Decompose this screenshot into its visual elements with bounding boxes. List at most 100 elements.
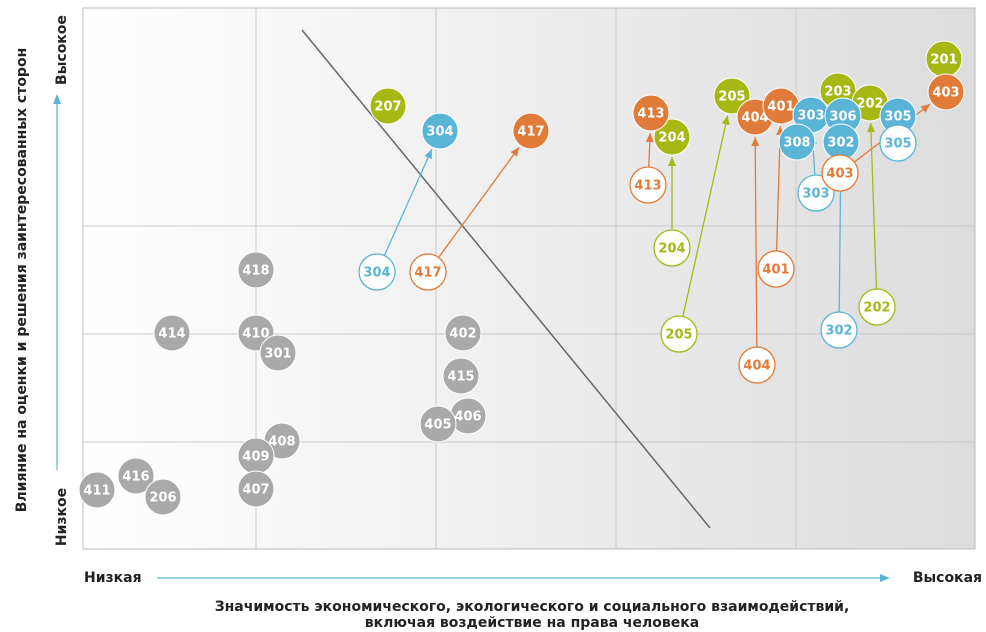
node-circle bbox=[660, 315, 698, 353]
node-label: 411 bbox=[83, 484, 110, 499]
node-circle bbox=[144, 478, 182, 516]
arrow-line bbox=[383, 148, 433, 256]
node-label: 203 bbox=[824, 85, 851, 100]
node-circle bbox=[419, 405, 457, 443]
node: 413 bbox=[629, 166, 667, 204]
node-label: 409 bbox=[242, 450, 269, 465]
node-label: 201 bbox=[930, 53, 957, 68]
node: 416 bbox=[117, 457, 155, 495]
arrow-head bbox=[721, 115, 730, 126]
node: 403 bbox=[821, 154, 859, 192]
node: 306 bbox=[824, 97, 862, 135]
y-low-label: Низкое bbox=[54, 488, 70, 546]
x-axis-title: Значимость экономического, экологическог… bbox=[215, 599, 850, 615]
node-label: 401 bbox=[762, 263, 789, 278]
arrow-head bbox=[751, 136, 760, 147]
node: 206 bbox=[144, 478, 182, 516]
node-circle bbox=[237, 251, 275, 289]
node: 406 bbox=[449, 397, 487, 435]
node-label: 418 bbox=[242, 264, 269, 279]
node-circle bbox=[78, 471, 116, 509]
node-label: 205 bbox=[718, 90, 745, 105]
node-circle bbox=[421, 112, 459, 150]
x-axis-title: включая воздействие на права человека bbox=[365, 615, 699, 631]
node-label: 405 bbox=[424, 418, 451, 433]
node-circle bbox=[259, 334, 297, 372]
node-label: 305 bbox=[884, 110, 911, 125]
node-label: 303 bbox=[802, 187, 829, 202]
node-label: 303 bbox=[797, 109, 824, 124]
node-circle bbox=[409, 253, 447, 291]
node-circle bbox=[927, 73, 965, 111]
node: 418 bbox=[237, 251, 275, 289]
node-circle bbox=[358, 253, 396, 291]
node-circle bbox=[117, 457, 155, 495]
arrow-line bbox=[682, 115, 729, 317]
node-circle bbox=[653, 229, 691, 267]
node-circle bbox=[629, 166, 667, 204]
node: 405 bbox=[419, 405, 457, 443]
node: 201 bbox=[925, 40, 963, 78]
node-label: 206 bbox=[149, 491, 176, 506]
node-circle bbox=[757, 250, 795, 288]
node-label: 403 bbox=[826, 167, 853, 182]
node-label: 404 bbox=[741, 111, 768, 126]
node-label: 415 bbox=[447, 370, 474, 385]
node: 308 bbox=[778, 123, 816, 161]
node-label: 413 bbox=[637, 107, 664, 122]
node-circle bbox=[153, 314, 191, 352]
node: 402 bbox=[444, 314, 482, 352]
node-circle bbox=[442, 357, 480, 395]
node-label: 410 bbox=[242, 327, 269, 342]
node-label: 407 bbox=[242, 483, 269, 498]
arrow-head bbox=[866, 122, 875, 133]
arrow-head bbox=[920, 104, 931, 113]
node-label: 402 bbox=[449, 327, 476, 342]
node: 414 bbox=[153, 314, 191, 352]
node-label: 204 bbox=[658, 242, 685, 257]
node: 302 bbox=[820, 311, 858, 349]
node-circle bbox=[444, 314, 482, 352]
node: 411 bbox=[78, 471, 116, 509]
node-label: 404 bbox=[743, 359, 770, 374]
node: 202 bbox=[858, 288, 896, 326]
y-axis-title: Влияние на оценки и решения заинтересова… bbox=[14, 48, 30, 513]
arrow-line bbox=[870, 122, 878, 290]
arrow-line bbox=[438, 146, 520, 258]
node-circle bbox=[738, 346, 776, 384]
arrow-head bbox=[668, 157, 676, 166]
node: 304 bbox=[358, 253, 396, 291]
node-circle bbox=[653, 118, 691, 156]
node-label: 205 bbox=[665, 328, 692, 343]
node: 304 bbox=[421, 112, 459, 150]
node-label: 302 bbox=[827, 136, 854, 151]
node-circle bbox=[879, 124, 917, 162]
x-high-label: Высокая bbox=[913, 570, 982, 586]
node-label: 304 bbox=[426, 125, 453, 140]
node-circle bbox=[632, 94, 670, 132]
node-label: 414 bbox=[158, 327, 185, 342]
node-label: 202 bbox=[863, 301, 890, 316]
node-label: 301 bbox=[264, 347, 291, 362]
node-label: 406 bbox=[454, 410, 481, 425]
x-low-label: Низкая bbox=[84, 570, 142, 586]
node: 413 bbox=[632, 94, 670, 132]
node: 409 bbox=[237, 437, 275, 475]
node: 204 bbox=[653, 229, 691, 267]
node: 305 bbox=[879, 124, 917, 162]
x-axis: Низкая Высокая Значимость экономического… bbox=[84, 570, 982, 631]
node-label: 306 bbox=[829, 110, 856, 125]
node: 302 bbox=[822, 123, 860, 161]
y-axis: Влияние на оценки и решения заинтересова… bbox=[14, 15, 70, 546]
node: 415 bbox=[442, 357, 480, 395]
node: 305 bbox=[879, 97, 917, 135]
node-circle bbox=[237, 470, 275, 508]
node-label: 308 bbox=[783, 136, 810, 151]
node-circle bbox=[858, 288, 896, 326]
node-label: 401 bbox=[767, 100, 794, 115]
y-high-label: Высокое bbox=[54, 15, 70, 85]
node: 403 bbox=[927, 73, 965, 111]
node-label: 207 bbox=[374, 100, 401, 115]
